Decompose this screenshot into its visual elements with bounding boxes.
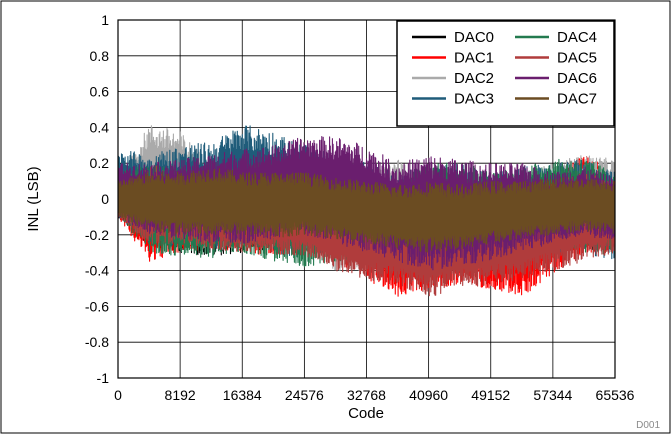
x-tick-label: 16384 (223, 387, 262, 403)
legend-label-dac4: DAC4 (557, 29, 597, 46)
y-tick-label: -1 (97, 370, 110, 386)
y-tick-label: 0.4 (90, 119, 110, 135)
x-tick-label: 40960 (409, 387, 448, 403)
y-tick-labels: -1 -0.8 -0.6 -0.4 -0.2 0 0.2 0.4 0.6 0.8 1 (85, 12, 109, 386)
y-tick-label: 0.6 (90, 84, 110, 100)
y-tick-label: -0.6 (85, 298, 109, 314)
y-tick-label: -0.2 (85, 227, 109, 243)
x-tick-label: 65536 (596, 387, 635, 403)
series-line-dac7 (118, 168, 615, 253)
y-tick-label: 0.2 (90, 155, 110, 171)
plot-area-border (117, 19, 616, 379)
legend-box (396, 20, 615, 127)
y-tick-label: -0.4 (85, 263, 109, 279)
x-tick-labels: 0 8192 16384 24576 32768 40960 49152 57344 65536 (114, 387, 635, 403)
figure-id-footnote: D001 (636, 420, 660, 431)
legend-label-dac5: DAC5 (557, 50, 597, 67)
series-layer (118, 125, 615, 297)
legend-label-dac6: DAC6 (557, 70, 597, 87)
legend-label-dac7: DAC7 (557, 91, 597, 108)
plot-clip (118, 125, 615, 297)
legend-label-dac3: DAC3 (454, 91, 494, 108)
x-tick-label: 24576 (285, 387, 324, 403)
y-tick-label: 1 (101, 12, 109, 28)
y-axis-label: INL (LSB) (25, 166, 42, 231)
legend-label-dac0: DAC0 (454, 29, 494, 46)
x-tick-label: 8192 (165, 387, 196, 403)
y-tick-label: 0.8 (90, 48, 110, 64)
x-tick-label: 57344 (533, 387, 572, 403)
y-tick-label: -0.8 (85, 334, 109, 350)
x-tick-label: 0 (114, 387, 122, 403)
x-tick-label: 32768 (347, 387, 386, 403)
legend-label-dac2: DAC2 (454, 70, 494, 87)
x-tick-label: 49152 (471, 387, 510, 403)
legend: DAC0 DAC1 DAC2 DAC3 DAC4 DAC5 DAC6 DAC7 (396, 20, 615, 127)
x-axis-label: Code (348, 405, 384, 422)
legend-label-dac1: DAC1 (454, 50, 494, 67)
y-tick-label: 0 (101, 191, 109, 207)
